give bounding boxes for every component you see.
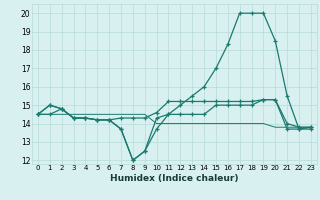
- X-axis label: Humidex (Indice chaleur): Humidex (Indice chaleur): [110, 174, 239, 183]
